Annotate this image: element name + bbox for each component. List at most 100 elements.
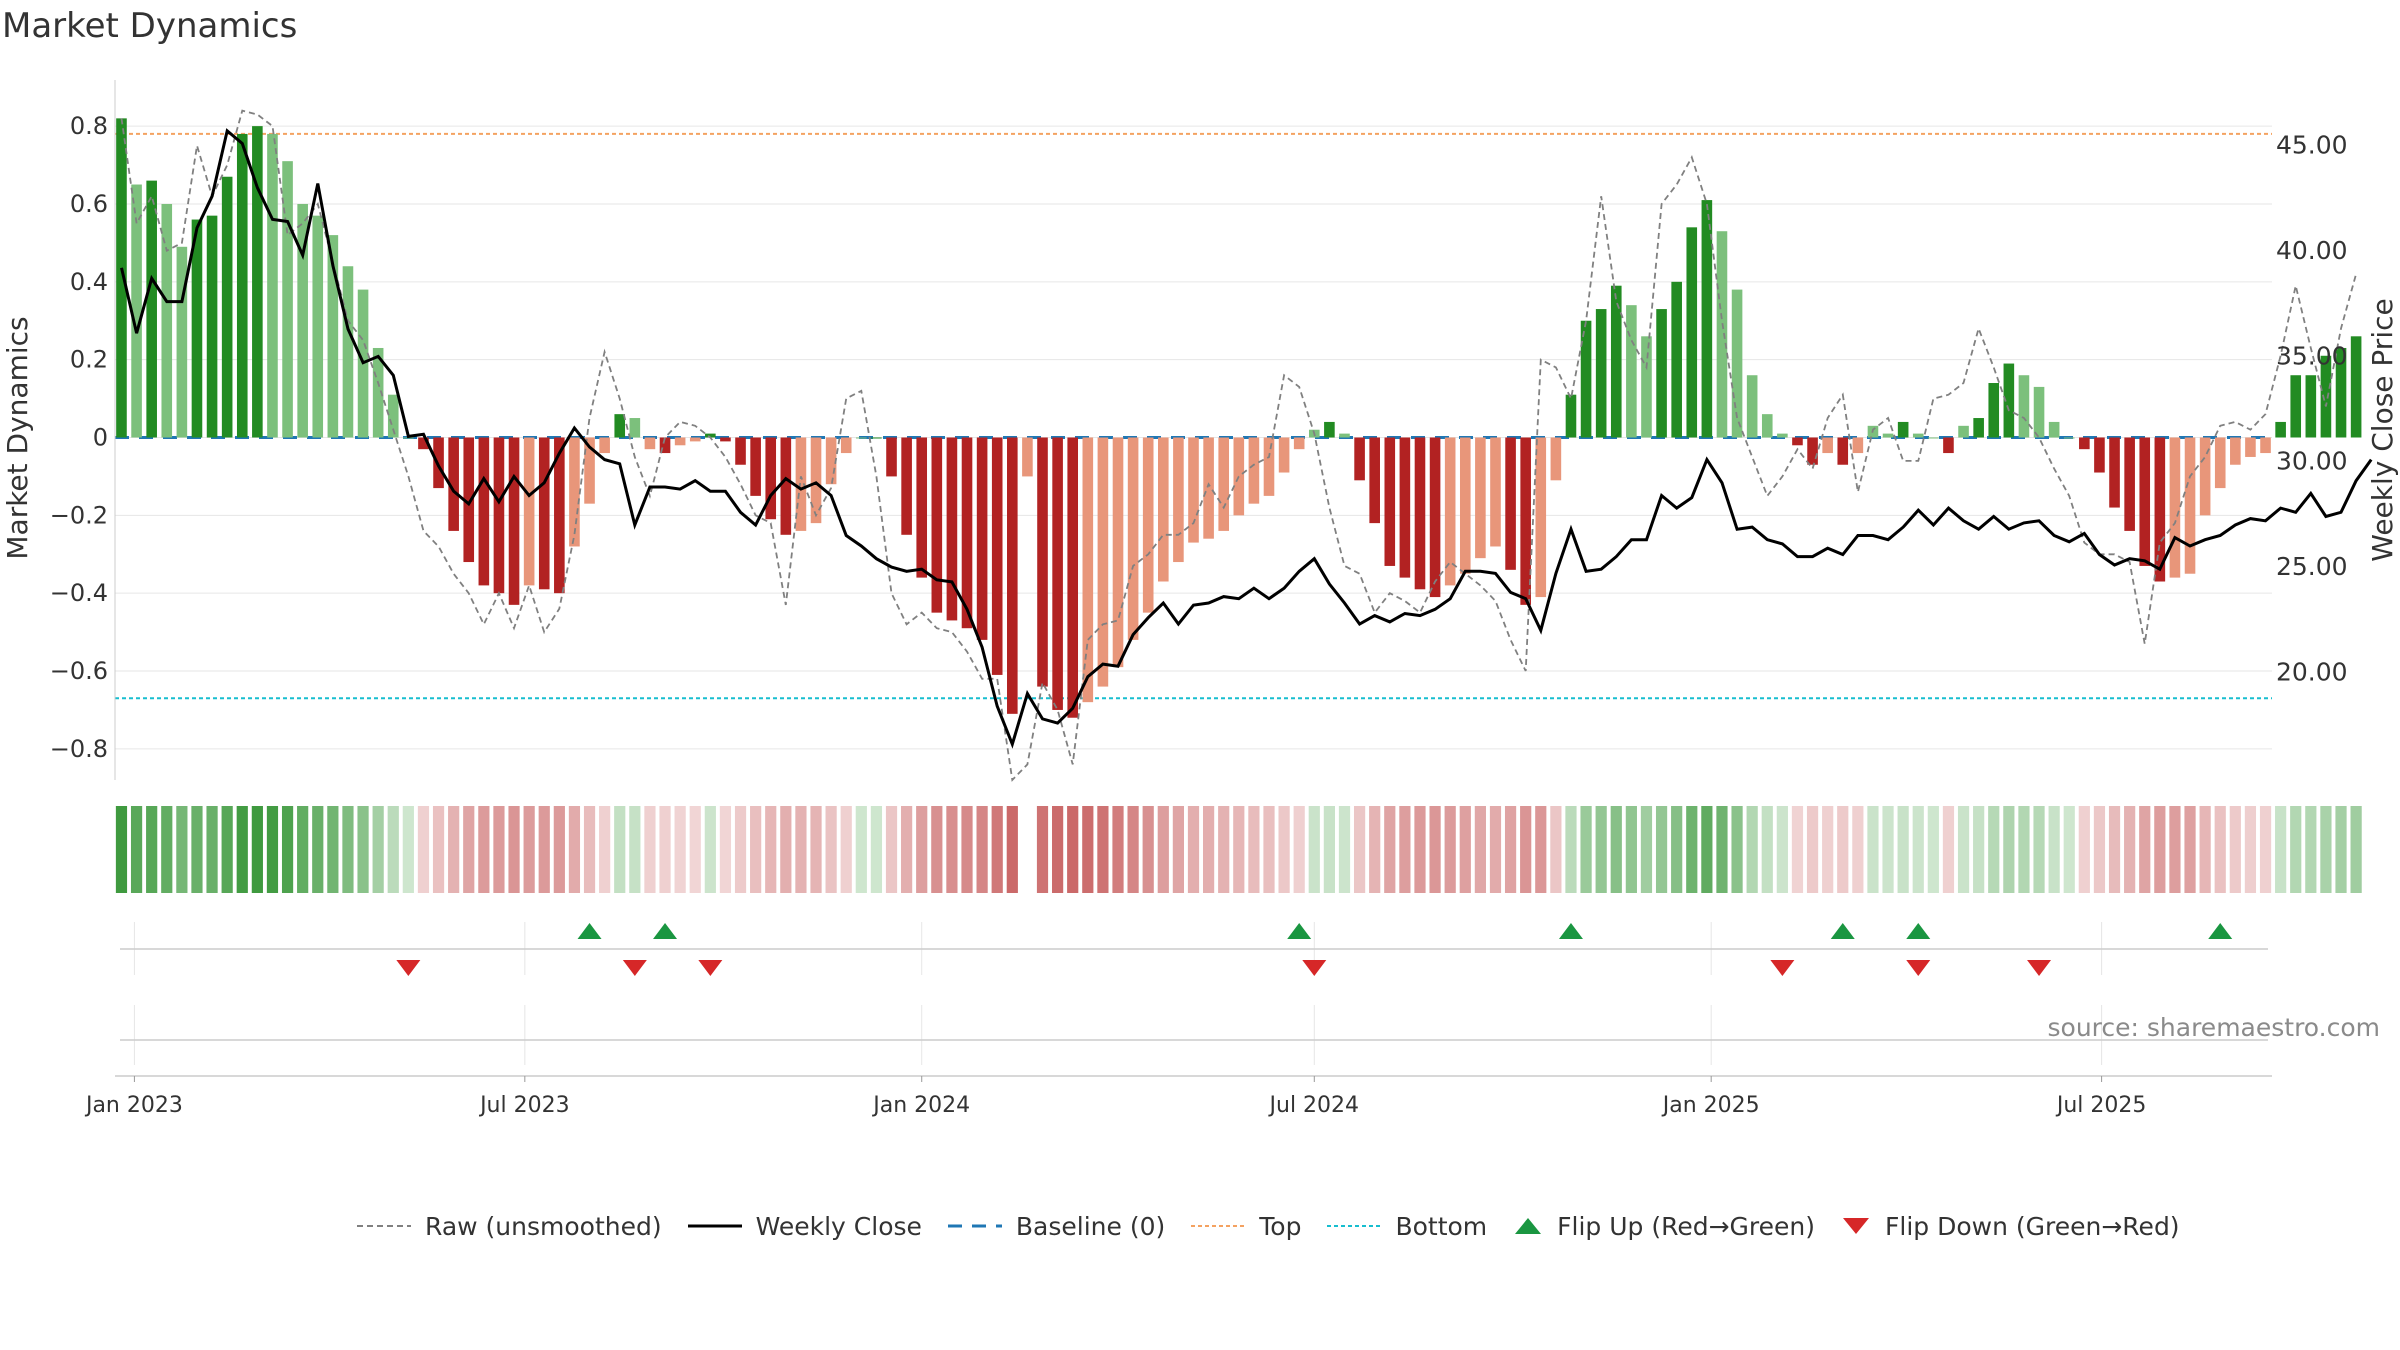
regime-cell [1338,806,1351,893]
bar [1112,437,1124,668]
regime-cell [1157,806,1169,893]
bar [312,215,324,438]
regime-cell [840,806,852,893]
regime-cell [2124,806,2136,893]
bar [1158,437,1169,582]
regime-cell [2139,806,2151,893]
regime-cell [780,806,792,893]
bar [523,437,535,586]
bar [2109,437,2120,508]
regime-cell [2063,806,2075,893]
regime-cell [1353,806,1366,893]
regime-cell [2033,806,2045,893]
regime-cell [1459,806,1471,893]
bar [1988,383,2000,438]
bar [372,347,384,438]
regime-cell [130,806,143,893]
bar [735,437,746,465]
regime-cell [599,806,611,893]
bar [2154,437,2166,582]
bar [1837,437,1849,465]
bar [2018,375,2030,438]
regime-cell [704,806,716,893]
regime-cell [221,806,233,893]
regime-cell [1882,806,1894,893]
regime-cell [191,806,203,893]
bar [780,437,792,535]
flip-up-marker [577,923,602,939]
regime-cell [1142,806,1154,893]
bar [1671,281,1682,438]
bar [916,437,928,578]
bar [2305,375,2317,438]
bar [871,437,882,439]
bar [1716,231,1728,438]
bar [1822,437,1833,454]
regime-cell [689,806,701,893]
regime-cell [2108,806,2121,893]
regime-cell [583,806,596,893]
regime-cell [855,806,867,893]
bar [1142,437,1154,613]
bar [976,437,988,640]
regime-cell [961,806,973,893]
regime-cell [327,806,339,893]
regime-cell [161,806,173,893]
regime-cell [1006,806,1018,893]
bar [1701,200,1713,438]
regime-cell [538,806,550,893]
regime-cell [2093,806,2106,893]
regime-cell [719,806,732,893]
bar [1928,437,1939,439]
bar [403,437,414,439]
source-credit: source: sharemaestro.com [2047,1013,2381,1042]
bar [1731,289,1743,438]
regime-cell [1474,806,1486,893]
flip-up-marker [1287,923,1312,939]
y2-tick-label: 45.00 [2276,131,2348,160]
bar [2199,437,2211,516]
bar [2094,437,2105,473]
bar [2335,347,2347,438]
bar [840,437,852,454]
legend-label-bottom: Bottom [1395,1211,1488,1241]
regime-cell [432,806,445,893]
regime-cell [568,806,581,893]
regime-cell [1399,806,1411,893]
regime-cell [614,806,626,893]
x-tick-label: Jul 2024 [1268,1093,1360,1118]
y2-tick-label: 20.00 [2276,658,2348,687]
bar [1550,437,1562,481]
regime-cell [1248,806,1260,893]
bar [1203,437,1214,539]
regime-cell [976,806,988,893]
regime-cell [1655,806,1668,893]
regime-cell [1414,806,1426,893]
bar [659,437,671,454]
regime-cell [1716,806,1728,893]
flip-up-marker [1558,923,1583,939]
regime-cell [1127,806,1139,893]
bar [901,437,912,535]
regime-cell [493,806,505,893]
bar [327,235,339,438]
bar [2214,437,2226,489]
legend-item-top: Top [1189,1212,1301,1241]
regime-cell [1610,806,1622,893]
legend-label-flip-down: Flip Down (Green→Red) [1885,1211,2180,1241]
legend-label-flip-up: Flip Up (Red→Green) [1557,1211,1816,1241]
bar [750,437,761,496]
bar [2184,437,2196,574]
y2-tick-label: 30.00 [2276,447,2348,476]
regime-cell [115,806,128,893]
regime-cell [870,806,883,893]
regime-cell [1640,806,1653,893]
bar [1293,437,1305,450]
regime-strip [115,806,2362,893]
x-axis: Jan 2023 Jul 2023 Jan 2024 Jul 2024 Jan 2025… [84,1075,2272,1118]
regime-cell [2184,806,2196,893]
bar [1354,437,1365,481]
legend-item-flip-down: Flip Down (Green→Red) [1839,1212,2180,1241]
regime-cell [1686,806,1698,893]
bar [1580,320,1592,438]
